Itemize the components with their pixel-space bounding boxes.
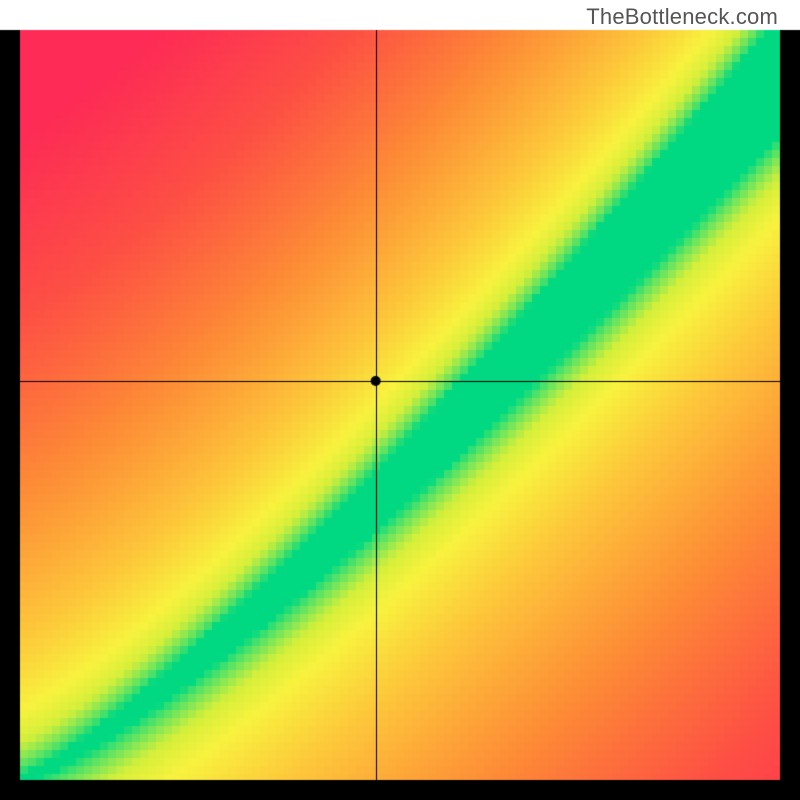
chart-container: TheBottleneck.com [0,0,800,800]
bottleneck-heatmap [0,0,800,800]
watermark-text: TheBottleneck.com [586,4,778,30]
